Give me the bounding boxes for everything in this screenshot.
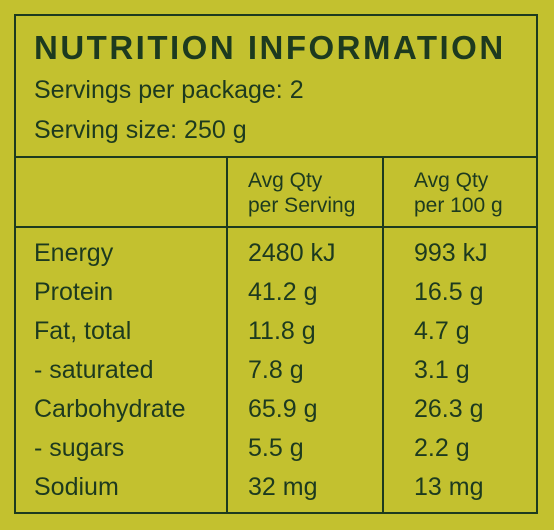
table-row: Fat, total 11.8 g 4.7 g <box>16 316 536 355</box>
table-row: Protein 41.2 g 16.5 g <box>16 277 536 316</box>
nutrient-rows: Energy 2480 kJ 993 kJ Protein 41.2 g 16.… <box>16 238 536 511</box>
table-row: - saturated 7.8 g 3.1 g <box>16 355 536 394</box>
per-100g-value: 2.2 g <box>414 434 470 462</box>
serving-size: Serving size: 250 g <box>34 116 247 144</box>
column-header-line: per 100 g <box>414 194 503 217</box>
nutrient-name: Protein <box>34 278 114 306</box>
table-row: Carbohydrate 65.9 g 26.3 g <box>16 394 536 433</box>
per-100g-value: 13 mg <box>414 473 484 501</box>
column-divider-1 <box>226 156 228 512</box>
nutrient-name: Sodium <box>34 473 119 501</box>
per-100g-value: 26.3 g <box>414 395 484 423</box>
column-header-per-100g: Avg Qty per 100 g <box>414 168 503 218</box>
column-header-per-serving: Avg Qty per Serving <box>248 168 355 218</box>
table-row: Sodium 32 mg 13 mg <box>16 472 536 511</box>
per-serving-value: 2480 kJ <box>248 239 336 267</box>
per-100g-value: 993 kJ <box>414 239 488 267</box>
servings-per-package: Servings per package: 2 <box>34 76 304 104</box>
panel-title: NUTRITION INFORMATION <box>34 29 506 66</box>
table-row: - sugars 5.5 g 2.2 g <box>16 433 536 472</box>
per-100g-value: 16.5 g <box>414 278 484 306</box>
nutrient-name: Energy <box>34 239 114 267</box>
nutrient-name: - saturated <box>34 356 154 384</box>
per-serving-value: 11.8 g <box>248 317 316 345</box>
per-serving-value: 32 mg <box>248 473 318 501</box>
nutrient-name: - sugars <box>34 434 125 462</box>
per-serving-value: 7.8 g <box>248 356 304 384</box>
per-serving-value: 65.9 g <box>248 395 318 423</box>
column-header-line: Avg Qty <box>248 169 323 192</box>
column-header-line: Avg Qty <box>414 169 489 192</box>
per-serving-value: 41.2 g <box>248 278 318 306</box>
column-header-divider <box>16 226 536 228</box>
per-serving-value: 5.5 g <box>248 434 304 462</box>
nutrient-name: Carbohydrate <box>34 395 186 423</box>
column-divider-2 <box>382 156 384 512</box>
nutrient-name: Fat, total <box>34 317 132 345</box>
column-header-line: per Serving <box>248 194 356 217</box>
table-row: Energy 2480 kJ 993 kJ <box>16 238 536 277</box>
header-divider <box>16 156 536 158</box>
per-100g-value: 4.7 g <box>414 317 470 345</box>
per-100g-value: 3.1 g <box>414 356 470 384</box>
nutrition-panel: NUTRITION INFORMATION Servings per packa… <box>14 14 538 514</box>
